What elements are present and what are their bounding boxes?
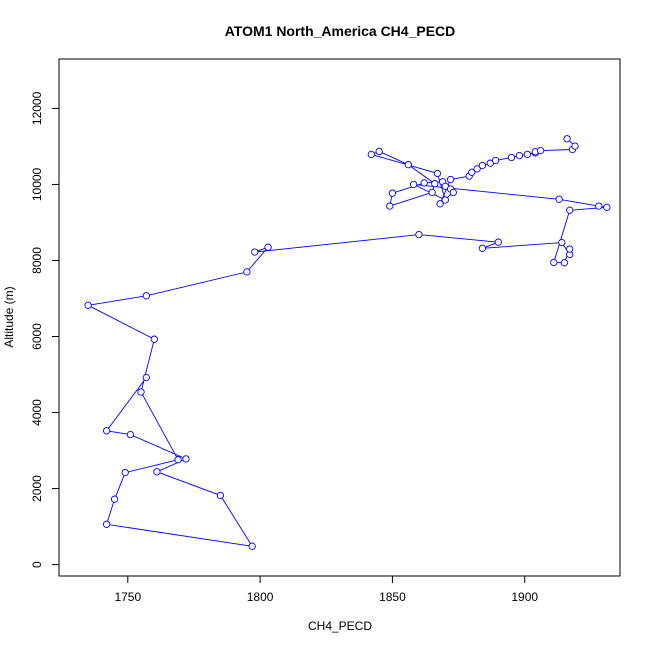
y-tick-label: 2000	[30, 475, 44, 502]
x-tick-label: 1850	[379, 590, 406, 604]
y-tick-label: 0	[30, 561, 44, 568]
y-axis-label: Altitude (m)	[2, 286, 16, 347]
data-point	[446, 175, 455, 184]
data-point	[248, 542, 256, 550]
data-point	[558, 238, 566, 247]
data-point	[523, 150, 532, 159]
data-point	[555, 195, 563, 203]
data-point	[243, 268, 251, 276]
series-layer	[84, 135, 611, 550]
data-point	[563, 135, 571, 143]
data-point	[566, 245, 574, 253]
y-tick-label: 4000	[30, 399, 44, 426]
x-axis: 1750 1800 1850 1900	[114, 575, 538, 604]
data-point	[571, 142, 579, 150]
data-point	[142, 292, 150, 300]
x-axis-label: CH4_PECD	[308, 619, 372, 633]
data-point	[126, 430, 135, 439]
data-point	[431, 180, 439, 188]
y-tick-label: 6000	[30, 323, 44, 350]
data-point	[473, 165, 481, 173]
data-point	[478, 161, 487, 170]
data-point	[84, 301, 92, 309]
data-point	[264, 243, 272, 251]
data-point	[536, 146, 545, 155]
x-tick-label: 1750	[114, 590, 141, 604]
plot-frame	[58, 58, 621, 577]
data-point	[595, 202, 603, 210]
data-point	[153, 468, 161, 476]
data-point	[137, 388, 145, 396]
data-point	[478, 244, 487, 252]
data-point	[515, 151, 524, 160]
chart-title: ATOM1 North_America CH4_PECD	[225, 23, 456, 39]
data-point	[603, 203, 611, 211]
data-point	[174, 456, 182, 464]
data-point	[428, 188, 436, 197]
data-point	[121, 468, 129, 477]
y-tick-label: 10000	[30, 167, 44, 201]
data-point	[494, 238, 502, 246]
data-point	[436, 200, 444, 208]
data-point	[566, 206, 574, 214]
data-point	[375, 147, 383, 156]
x-tick-label: 1800	[247, 590, 274, 604]
data-point	[150, 335, 158, 343]
data-point	[449, 188, 457, 197]
data-point	[550, 258, 558, 267]
data-point	[468, 168, 476, 176]
data-point	[367, 150, 375, 159]
data-point	[182, 455, 190, 463]
data-point	[560, 259, 569, 267]
data-point	[388, 189, 397, 197]
series-line	[86, 138, 607, 547]
data-point	[142, 373, 150, 382]
data-point	[110, 495, 119, 503]
data-point	[404, 161, 412, 169]
data-point	[433, 169, 442, 178]
data-point	[216, 491, 225, 500]
y-tick-label: 12000	[30, 91, 44, 125]
data-point	[491, 156, 500, 165]
data-point	[102, 427, 111, 435]
data-point	[251, 248, 259, 256]
data-point	[409, 180, 418, 189]
data-point	[441, 196, 449, 204]
y-tick-label: 8000	[30, 247, 44, 274]
data-point	[386, 202, 394, 210]
data-point	[415, 230, 423, 239]
y-axis: 0 2000 4000 6000 8000 10000 12000	[30, 91, 60, 568]
data-point	[507, 153, 516, 162]
x-tick-label: 1900	[511, 590, 538, 604]
data-point	[420, 179, 428, 187]
data-point	[102, 520, 111, 528]
